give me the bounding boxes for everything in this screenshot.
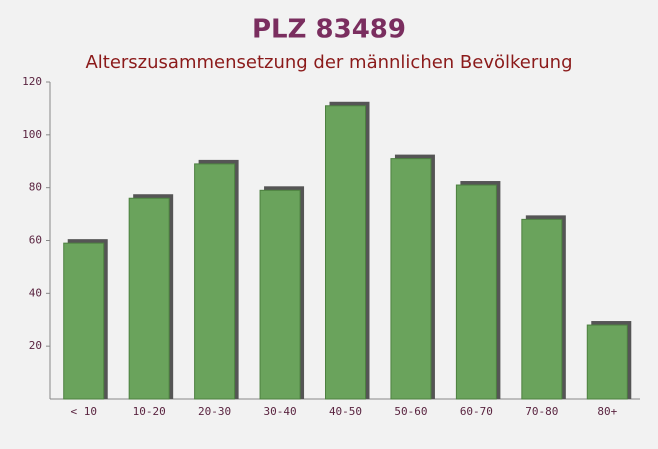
bar xyxy=(128,197,170,400)
chart-subtitle: Alterszusammensetzung der männlichen Bev… xyxy=(85,52,572,73)
x-tick-label: 10-20 xyxy=(133,405,166,418)
bar xyxy=(194,163,236,400)
x-tick-label: 70-80 xyxy=(525,405,558,418)
chart-title: PLZ 83489 xyxy=(252,15,406,45)
bar xyxy=(63,242,105,400)
x-tick-label: 40-50 xyxy=(329,405,362,418)
y-tick-label: 120 xyxy=(22,75,42,88)
x-tick-label: 60-70 xyxy=(460,405,493,418)
bar xyxy=(455,184,497,400)
bar xyxy=(325,105,366,400)
y-tick-label: 60 xyxy=(29,234,42,247)
y-tick-label: 100 xyxy=(22,128,42,141)
x-tick-label: 80+ xyxy=(597,405,617,418)
y-tick-label: 40 xyxy=(29,286,42,299)
bar xyxy=(586,324,628,400)
bar xyxy=(390,158,432,400)
x-tick-label: 20-30 xyxy=(198,405,231,418)
x-tick-label: < 10 xyxy=(70,405,97,418)
y-tick-label: 80 xyxy=(29,181,42,194)
x-tick-label: 30-40 xyxy=(263,405,296,418)
bar xyxy=(521,218,563,400)
y-tick-label: 20 xyxy=(29,339,42,352)
x-tick-label: 50-60 xyxy=(394,405,427,418)
bar xyxy=(259,189,301,400)
